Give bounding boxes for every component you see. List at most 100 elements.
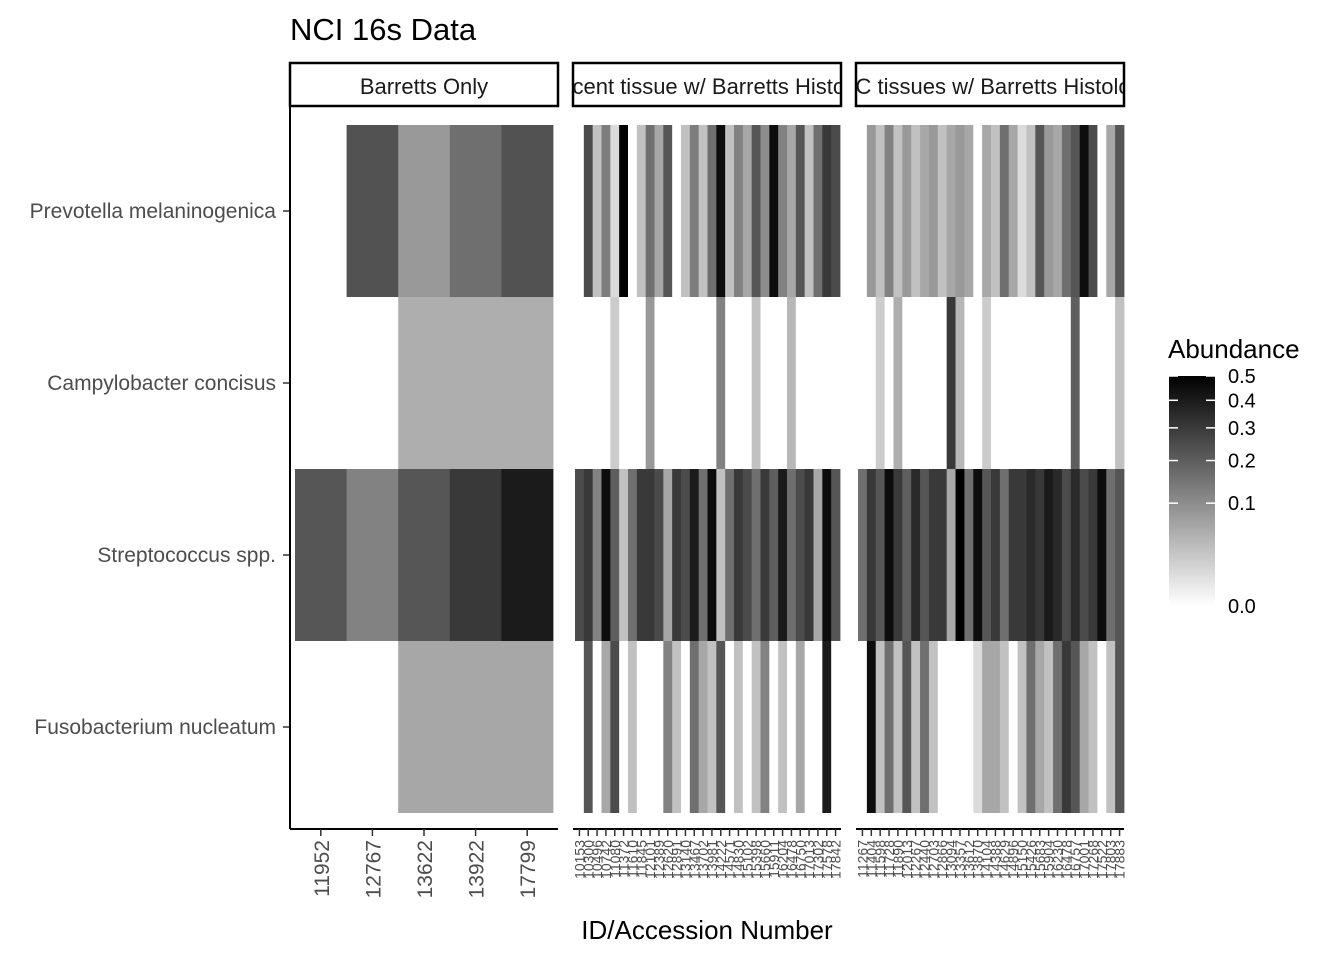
heatmap-cell bbox=[937, 125, 948, 297]
heatmap-cell bbox=[1070, 125, 1081, 297]
x-tick-label: 11610 bbox=[624, 840, 640, 878]
heatmap-cell bbox=[1097, 125, 1107, 297]
heatmap-cell bbox=[928, 125, 939, 297]
heatmap-cell bbox=[1061, 125, 1072, 297]
heatmap-cell bbox=[663, 641, 673, 813]
row-label: Streptococcus spp. bbox=[97, 544, 276, 567]
x-tick-label: 15904 bbox=[1041, 840, 1057, 879]
heatmap-cell bbox=[769, 297, 779, 469]
x-tick-label: 11372 bbox=[616, 840, 632, 878]
heatmap-cell bbox=[911, 641, 921, 813]
heatmap-cell bbox=[795, 469, 806, 641]
heatmap-cell bbox=[982, 297, 992, 469]
heatmap-cell bbox=[583, 125, 594, 297]
x-tick-label: 14629 bbox=[996, 840, 1012, 879]
x-tick-label: 11404 bbox=[863, 840, 879, 878]
x-tick-label: 17883 bbox=[1112, 840, 1128, 879]
legend-tick-label: 0.1 bbox=[1228, 493, 1256, 515]
heatmap-cell bbox=[902, 297, 912, 469]
heatmap-cell bbox=[689, 125, 700, 297]
heatmap-cell bbox=[654, 297, 664, 469]
heatmap-cell bbox=[742, 469, 753, 641]
heatmap-cell bbox=[1061, 297, 1072, 469]
heatmap-cell bbox=[937, 297, 948, 469]
x-tick-label: 10496 bbox=[589, 840, 605, 879]
heatmap-cell bbox=[955, 641, 965, 813]
heatmap-cell bbox=[707, 125, 717, 297]
heatmap-cell bbox=[707, 469, 717, 641]
heatmap-cell bbox=[928, 297, 939, 469]
row-label: Prevotella melaninogenica bbox=[30, 200, 277, 223]
legend-tick-label: 0.3 bbox=[1228, 418, 1256, 440]
heatmap-cell bbox=[778, 297, 788, 469]
heatmap-cell bbox=[928, 469, 939, 641]
heatmap-cell bbox=[1044, 297, 1054, 469]
heatmap-cell bbox=[1115, 641, 1125, 813]
heatmap-cell bbox=[734, 125, 744, 297]
heatmap-cell bbox=[911, 469, 921, 641]
heatmap-cell bbox=[592, 641, 602, 813]
heatmap-cell bbox=[999, 297, 1010, 469]
heatmap-cell bbox=[449, 469, 502, 641]
heatmap-cell bbox=[866, 469, 877, 641]
heatmap-cell bbox=[946, 641, 956, 813]
heatmap-cell bbox=[449, 297, 502, 469]
heatmap-cell bbox=[795, 297, 806, 469]
heatmap-cell bbox=[875, 297, 885, 469]
heatmap-cell bbox=[725, 469, 735, 641]
heatmap-cell bbox=[902, 641, 912, 813]
heatmap-cell bbox=[1017, 641, 1027, 813]
heatmap-cell bbox=[346, 297, 399, 469]
heatmap-cell bbox=[778, 125, 788, 297]
heatmap-cell bbox=[946, 297, 956, 469]
heatmap-cell bbox=[449, 125, 502, 297]
heatmap-cell bbox=[663, 297, 673, 469]
heatmap-cell bbox=[1053, 125, 1063, 297]
heatmap-cell bbox=[920, 297, 930, 469]
heatmap-cell bbox=[769, 125, 779, 297]
heatmap-cell bbox=[628, 297, 638, 469]
heatmap-cell bbox=[1008, 125, 1018, 297]
heatmap-cell bbox=[672, 297, 682, 469]
row-label: Fusobacterium nucleatum bbox=[34, 716, 276, 739]
heatmap-cell bbox=[787, 641, 797, 813]
x-tick-label: 16757 bbox=[1067, 840, 1083, 879]
heatmap-cell bbox=[866, 297, 877, 469]
heatmap-cell bbox=[619, 469, 629, 641]
heatmap-cell bbox=[973, 469, 983, 641]
heatmap-cell bbox=[698, 469, 708, 641]
heatmap-cell bbox=[1088, 641, 1098, 813]
heatmap-cell bbox=[795, 641, 806, 813]
heatmap-cell bbox=[751, 297, 761, 469]
x-tick-label: 11267 bbox=[854, 840, 870, 878]
heatmap-cell bbox=[1097, 641, 1107, 813]
x-tick-label: 16230 bbox=[1050, 840, 1066, 879]
x-tick-label: 14571 bbox=[722, 840, 738, 879]
heatmap-cell bbox=[893, 125, 903, 297]
heatmap-cell bbox=[734, 641, 744, 813]
x-tick-label: 17001 bbox=[1076, 840, 1092, 879]
heatmap-cell bbox=[1061, 641, 1072, 813]
heatmap-cell bbox=[822, 297, 832, 469]
heatmap-cell bbox=[601, 641, 611, 813]
heatmap-cell bbox=[911, 297, 921, 469]
x-tick-label: 13612 bbox=[961, 840, 977, 879]
heatmap-cell bbox=[592, 469, 602, 641]
heatmap-cell bbox=[681, 641, 691, 813]
heatmap-cell bbox=[822, 125, 832, 297]
heatmap-cell bbox=[1070, 641, 1081, 813]
heatmap-cell bbox=[875, 125, 885, 297]
heatmap-cell bbox=[1088, 125, 1098, 297]
heatmap-cell bbox=[681, 469, 691, 641]
heatmap-cell bbox=[858, 641, 868, 813]
heatmap-cell bbox=[964, 469, 974, 641]
x-tick-label: 13140 bbox=[677, 840, 693, 879]
x-tick-label: 16204 bbox=[775, 840, 791, 879]
heatmap-cell bbox=[742, 125, 753, 297]
heatmap-cell bbox=[575, 125, 585, 297]
x-tick-label: 15683 bbox=[1032, 840, 1048, 879]
heatmap-cell bbox=[831, 125, 841, 297]
heatmap-cell bbox=[742, 641, 753, 813]
